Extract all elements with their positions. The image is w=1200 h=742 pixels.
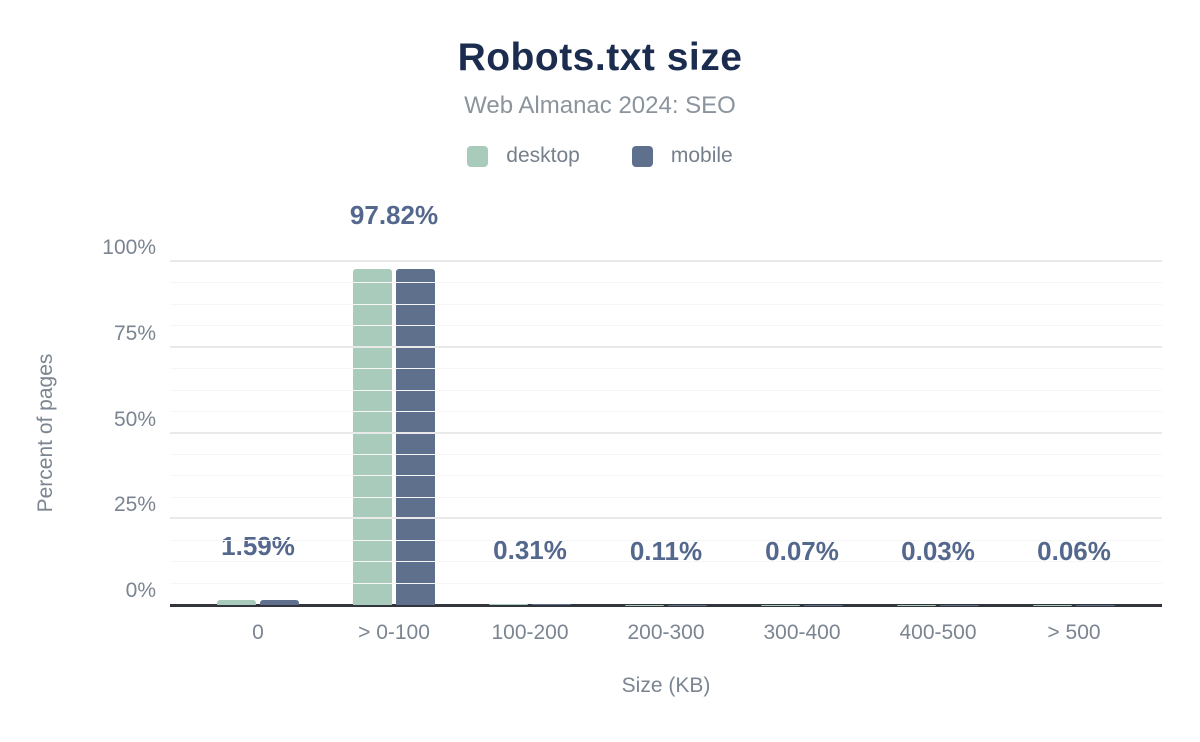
legend-item-mobile[interactable]: mobile	[631, 144, 733, 168]
bar-mobile-100-200[interactable]	[532, 603, 571, 605]
mobile-swatch-icon	[631, 145, 653, 167]
x-axis-tick: 200-300	[627, 621, 705, 644]
minor-gridline	[170, 561, 1162, 563]
data-label: 1.59%	[221, 530, 295, 561]
legend-label-mobile: mobile	[670, 144, 733, 167]
minor-gridline	[170, 475, 1162, 477]
minor-gridline	[170, 368, 1162, 370]
x-axis-tick: 400-500	[899, 621, 977, 644]
x-axis-line	[170, 604, 1162, 607]
minor-gridline	[170, 453, 1162, 455]
legend: desktop mobile	[0, 144, 1200, 168]
category-band: 0.11% 200-300	[598, 262, 734, 644]
plot-area: 1.59% 0 97.82% > 0-100 0.31% 100-200 0.11% 200-…	[102, 200, 1162, 644]
minor-gridline	[170, 411, 1162, 413]
minor-gridline	[170, 325, 1162, 327]
major-gridline	[170, 517, 1162, 520]
y-axis-tick: 0%	[125, 579, 156, 602]
bar-desktop-> 0-100[interactable]	[353, 269, 392, 605]
data-label: 97.82%	[349, 200, 439, 231]
data-label: 0.06%	[1037, 535, 1111, 566]
category-band: 0.31% 100-200	[462, 262, 598, 644]
x-axis-tick: 0	[252, 621, 264, 644]
minor-gridline	[170, 282, 1162, 284]
legend-item-desktop[interactable]: desktop	[467, 144, 580, 168]
y-axis-title: Percent of pages	[34, 353, 57, 513]
y-axis-tick: 100%	[102, 236, 156, 259]
bar-desktop-100-200[interactable]	[489, 603, 528, 605]
y-axis-tick: 75%	[113, 321, 156, 345]
bar-mobile-> 0-100[interactable]	[396, 269, 435, 605]
data-label: 0.07%	[765, 535, 839, 566]
desktop-swatch-icon	[467, 145, 489, 167]
chart-title: Robots.txt size	[457, 36, 743, 79]
x-axis-tick: 300-400	[763, 621, 841, 644]
bar-desktop-0[interactable]	[217, 599, 256, 605]
bar-mobile-0[interactable]	[260, 599, 299, 605]
category-band: 97.82% > 0-100	[326, 200, 462, 644]
bar-group	[217, 599, 299, 605]
x-axis-title: Size (KB)	[621, 674, 711, 697]
minor-gridline	[170, 582, 1162, 584]
chart-subtitle: Web Almanac 2024: SEO	[464, 92, 736, 119]
legend-label-desktop: desktop	[506, 144, 580, 167]
category-bands: 1.59% 0 97.82% > 0-100 0.31% 100-200 0.11% 200-…	[190, 200, 1142, 644]
category-band: 0.07% 300-400	[734, 262, 870, 644]
major-gridline	[170, 431, 1162, 434]
y-axis-tick: 50%	[113, 407, 156, 431]
category-band: 0.06% > 500	[1006, 262, 1142, 644]
major-gridline	[170, 345, 1162, 348]
category-band: 0.03% 400-500	[870, 262, 1006, 644]
major-gridline	[170, 260, 1162, 262]
bar-group	[489, 603, 571, 605]
x-axis-tick: > 0-100	[358, 621, 430, 644]
minor-gridline	[170, 303, 1162, 305]
minor-gridline	[170, 389, 1162, 391]
y-axis-tick: 25%	[113, 493, 156, 517]
bar-group	[353, 269, 435, 605]
minor-gridline	[170, 539, 1162, 541]
minor-gridline	[170, 496, 1162, 498]
category-band: 1.59% 0	[190, 262, 326, 644]
data-label: 0.03%	[901, 535, 975, 566]
x-axis-tick: > 500	[1047, 621, 1101, 644]
x-axis-tick: 100-200	[491, 621, 569, 644]
